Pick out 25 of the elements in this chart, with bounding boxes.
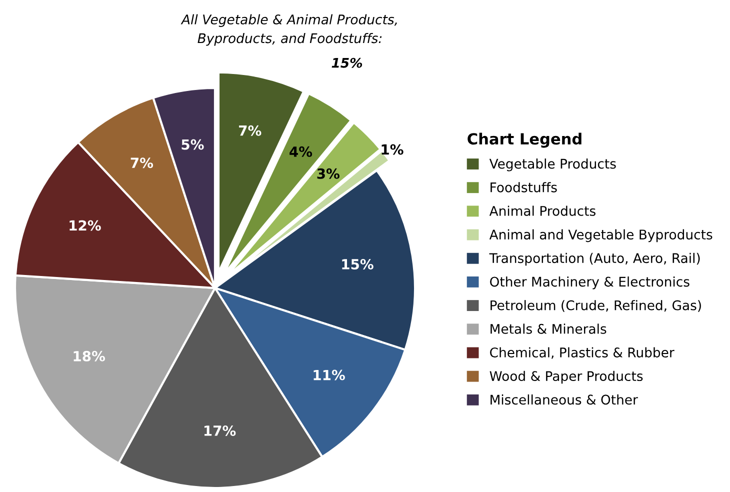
- legend-title: Chart Legend: [468, 132, 582, 148]
- legend-label: Wood & Paper Products: [490, 370, 643, 384]
- legend-label: Metals & Minerals: [490, 324, 606, 334]
- legend-label: Chemical, Plastics & Rubber: [490, 347, 674, 359]
- legend-label: Miscellaneous & Other: [490, 394, 638, 405]
- data-label: 17%: [204, 425, 236, 436]
- data-label: 15%: [342, 259, 374, 270]
- data-label: 11%: [314, 370, 345, 380]
- data-label: 18%: [74, 350, 105, 362]
- legend-label: Petroleum (Crude, Refined, Gas): [490, 300, 701, 312]
- legend-label: Foodstuffs: [490, 182, 557, 192]
- data-label: 12%: [70, 220, 101, 231]
- data-label: 7%: [130, 158, 154, 168]
- data-label: 7%: [239, 125, 262, 136]
- data-label: 1%: [382, 144, 404, 155]
- text: 15%: [332, 58, 362, 68]
- legend-label: Vegetable Products: [489, 158, 616, 172]
- legend-label: Animal Products: [489, 206, 596, 216]
- legend-label: Animal and Vegetable Byproducts: [489, 229, 712, 242]
- legend-label: Transportation (Auto, Aero, Rail): [489, 252, 700, 266]
- legend-label: Other Machinery & Electronics: [490, 276, 690, 290]
- data-label: 3%: [317, 168, 340, 179]
- text: All Vegetable & Animal Products, Byproducts, and Foodstuffs:: [180, 14, 397, 46]
- data-label: 5%: [182, 139, 204, 150]
- data-label: 4%: [290, 146, 312, 157]
